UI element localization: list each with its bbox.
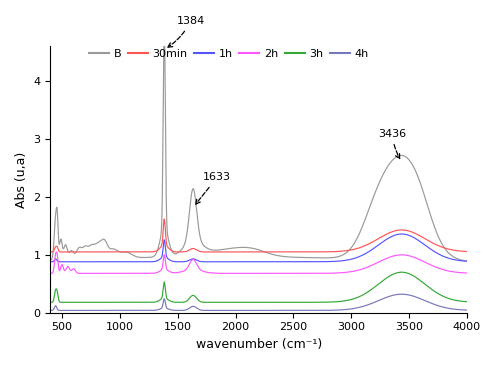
- 2h: [464, 271, 470, 275]
- 3h: [97, 300, 103, 305]
- B: [98, 239, 104, 243]
- Text: 3436: 3436: [378, 129, 406, 158]
- 4h: [335, 308, 341, 312]
- 2h: [48, 271, 54, 276]
- B: [48, 258, 54, 262]
- 1h: [399, 232, 405, 236]
- 30min: [98, 250, 104, 254]
- 1h: [74, 259, 80, 264]
- 3h: [335, 299, 341, 304]
- 3h: [399, 270, 405, 274]
- 2h: [370, 263, 375, 267]
- 30min: [335, 249, 341, 254]
- 30min: [177, 250, 183, 254]
- 4h: [62, 308, 68, 313]
- Line: 4h: 4h: [51, 294, 467, 310]
- Line: 30min: 30min: [51, 219, 467, 252]
- 30min: [62, 250, 68, 254]
- Line: 3h: 3h: [51, 272, 467, 302]
- 3h: [369, 287, 375, 291]
- B: [335, 254, 341, 259]
- 3h: [177, 300, 183, 305]
- 3h: [48, 300, 54, 305]
- 1h: [335, 259, 341, 263]
- 30min: [161, 217, 167, 221]
- B: [369, 198, 375, 203]
- 4h: [399, 292, 405, 296]
- Legend: B, 30min, 1h, 2h, 3h, 4h: B, 30min, 1h, 2h, 3h, 4h: [89, 49, 369, 59]
- B: [97, 239, 103, 243]
- 2h: [97, 271, 103, 276]
- B: [161, 18, 167, 22]
- 30min: [74, 250, 80, 254]
- Y-axis label: Abs (u,a): Abs (u,a): [15, 152, 28, 208]
- 3h: [74, 300, 80, 305]
- X-axis label: wavenumber (cm⁻¹): wavenumber (cm⁻¹): [195, 338, 322, 351]
- 4h: [74, 308, 80, 313]
- 4h: [177, 308, 183, 313]
- 1h: [48, 259, 54, 264]
- 3h: [464, 299, 470, 304]
- 2h: [335, 271, 341, 275]
- 1h: [98, 259, 104, 264]
- B: [464, 259, 470, 263]
- 1h: [464, 259, 470, 264]
- 4h: [97, 308, 103, 313]
- 4h: [98, 308, 104, 313]
- Text: 1384: 1384: [168, 16, 205, 47]
- 1h: [369, 247, 375, 252]
- 30min: [48, 250, 54, 254]
- 30min: [97, 250, 103, 254]
- 2h: [177, 270, 183, 274]
- 4h: [48, 308, 54, 313]
- Line: 2h: 2h: [51, 252, 467, 273]
- 1h: [177, 259, 183, 264]
- 30min: [370, 240, 375, 244]
- B: [177, 249, 183, 253]
- 1h: [62, 259, 68, 264]
- 4h: [369, 301, 375, 305]
- Text: 1633: 1633: [196, 172, 231, 204]
- B: [74, 249, 80, 253]
- 2h: [54, 250, 60, 254]
- 2h: [98, 271, 104, 276]
- 1h: [97, 259, 103, 264]
- 2h: [74, 270, 80, 275]
- 2h: [85, 271, 91, 276]
- 3h: [98, 300, 104, 305]
- 4h: [464, 308, 470, 312]
- Line: B: B: [51, 20, 467, 261]
- 3h: [62, 300, 68, 305]
- 30min: [464, 249, 470, 254]
- Line: 1h: 1h: [51, 234, 467, 262]
